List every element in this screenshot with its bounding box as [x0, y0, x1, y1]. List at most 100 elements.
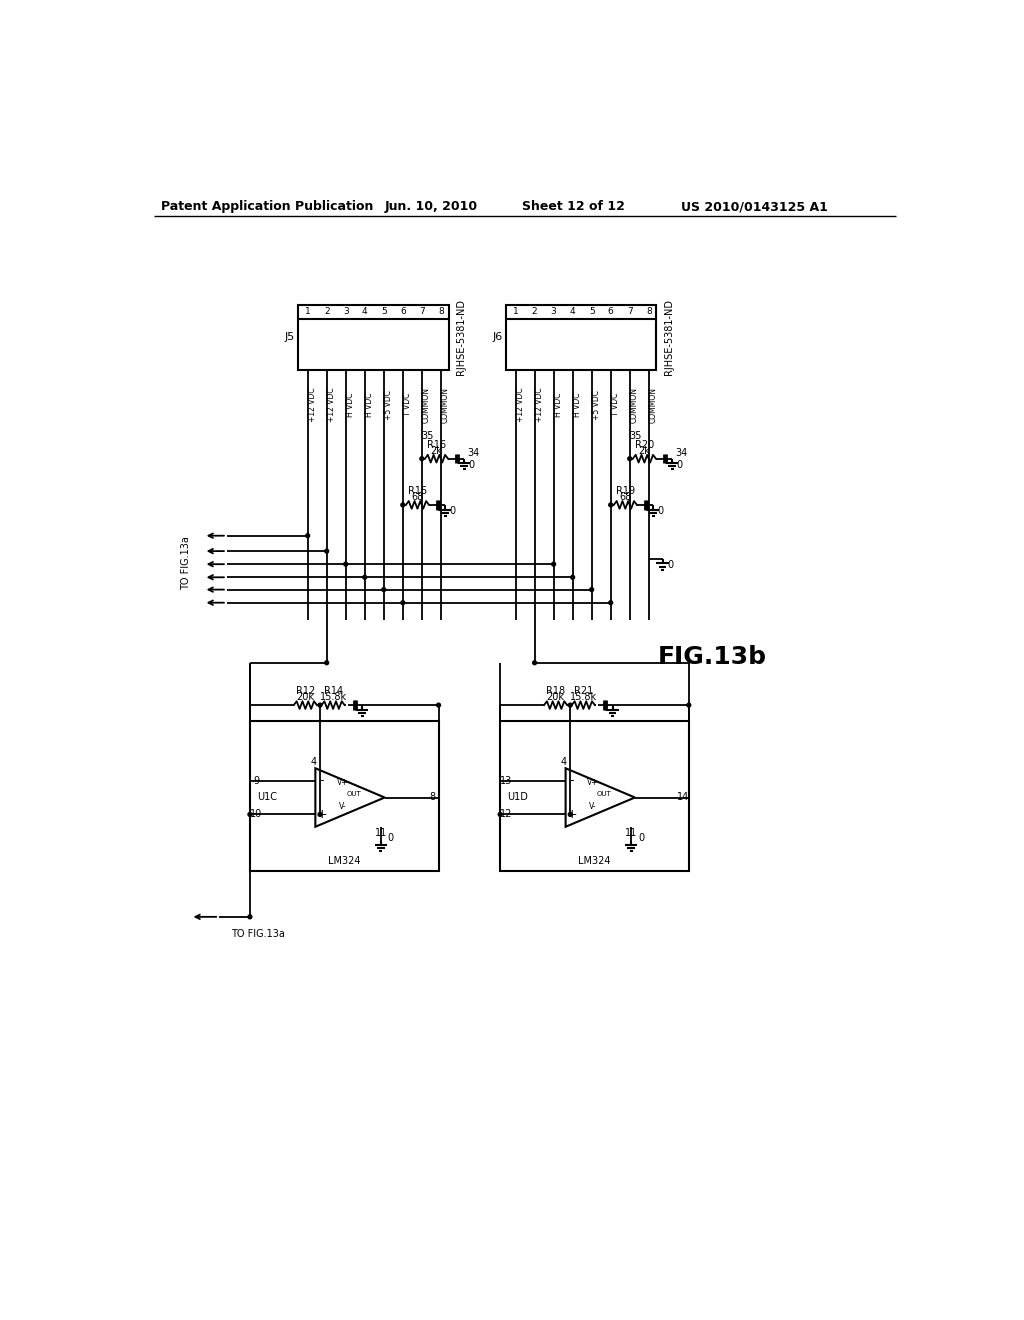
- Text: 4: 4: [569, 308, 575, 315]
- Circle shape: [609, 503, 612, 507]
- Text: TO FIG.13a: TO FIG.13a: [181, 536, 191, 590]
- Circle shape: [570, 576, 574, 579]
- Text: +5 VDC: +5 VDC: [384, 389, 393, 420]
- Text: 2: 2: [531, 308, 538, 315]
- Text: 6: 6: [400, 308, 406, 315]
- Text: 8: 8: [646, 308, 651, 315]
- Bar: [500, 721, 689, 871]
- Text: 10: 10: [250, 809, 262, 820]
- Text: T VDC: T VDC: [610, 393, 620, 417]
- Text: 68: 68: [412, 492, 424, 502]
- Text: 9: 9: [253, 776, 259, 785]
- Text: 0: 0: [469, 459, 475, 470]
- Circle shape: [532, 661, 537, 665]
- Text: 8: 8: [429, 792, 435, 803]
- Text: H VDC: H VDC: [554, 392, 562, 417]
- Text: 0: 0: [657, 506, 664, 516]
- Text: 0: 0: [388, 833, 394, 842]
- Text: 34: 34: [675, 447, 687, 458]
- Circle shape: [568, 813, 572, 816]
- Bar: [298, 305, 449, 370]
- Text: 68: 68: [620, 492, 632, 502]
- Text: US 2010/0143125 A1: US 2010/0143125 A1: [681, 201, 827, 214]
- Text: 5: 5: [381, 308, 387, 315]
- Text: R21: R21: [573, 686, 593, 696]
- Circle shape: [628, 457, 632, 461]
- Text: 12: 12: [500, 809, 512, 820]
- Circle shape: [436, 704, 440, 708]
- Text: 11: 11: [375, 828, 387, 838]
- Text: +12 VDC: +12 VDC: [515, 388, 524, 422]
- Text: 2k: 2k: [430, 446, 442, 455]
- Circle shape: [420, 457, 424, 461]
- Text: 1: 1: [513, 308, 518, 315]
- Text: 1: 1: [305, 308, 310, 315]
- Text: RJHSE-5381-ND: RJHSE-5381-ND: [664, 300, 674, 375]
- Bar: [506, 305, 656, 370]
- Text: 3: 3: [343, 308, 348, 315]
- Text: +12 VDC: +12 VDC: [535, 388, 544, 422]
- Text: V-: V-: [589, 803, 596, 812]
- Text: 15.8k: 15.8k: [569, 693, 597, 702]
- Circle shape: [318, 813, 322, 816]
- Text: 0: 0: [638, 833, 644, 842]
- Circle shape: [499, 813, 502, 816]
- Text: U1D: U1D: [507, 792, 527, 803]
- Text: V+: V+: [337, 777, 348, 787]
- Circle shape: [590, 587, 594, 591]
- Text: 0: 0: [668, 560, 674, 570]
- Circle shape: [325, 549, 329, 553]
- Text: OUT: OUT: [346, 791, 361, 797]
- Text: 0: 0: [677, 459, 683, 470]
- Text: 20k: 20k: [296, 693, 314, 702]
- Text: H VDC: H VDC: [572, 392, 582, 417]
- Circle shape: [400, 601, 404, 605]
- Circle shape: [568, 704, 572, 708]
- Text: 3: 3: [551, 308, 556, 315]
- Text: COMMON: COMMON: [649, 387, 657, 422]
- Text: +: +: [316, 808, 327, 821]
- Text: RJHSE-5381-ND: RJHSE-5381-ND: [456, 300, 466, 375]
- Text: 4: 4: [361, 308, 368, 315]
- Text: 6: 6: [608, 308, 613, 315]
- Text: 4: 4: [310, 758, 316, 767]
- Text: 5: 5: [589, 308, 595, 315]
- Text: 7: 7: [627, 308, 633, 315]
- Text: 2k: 2k: [638, 446, 650, 455]
- Text: 20k: 20k: [547, 693, 564, 702]
- Text: R19: R19: [615, 486, 635, 496]
- Text: 15.8k: 15.8k: [319, 693, 347, 702]
- Text: R20: R20: [635, 440, 654, 450]
- Text: COMMON: COMMON: [441, 387, 450, 422]
- Text: R15: R15: [408, 486, 427, 496]
- Circle shape: [325, 661, 329, 665]
- Circle shape: [248, 813, 252, 816]
- Text: LM324: LM324: [328, 857, 360, 866]
- Circle shape: [248, 915, 252, 919]
- Text: OUT: OUT: [597, 791, 611, 797]
- Text: -: -: [319, 774, 324, 787]
- Text: H VDC: H VDC: [346, 392, 354, 417]
- Text: +5 VDC: +5 VDC: [592, 389, 601, 420]
- Circle shape: [609, 601, 612, 605]
- Text: FIG.13b: FIG.13b: [657, 645, 766, 669]
- Text: 4: 4: [561, 758, 567, 767]
- Circle shape: [400, 503, 404, 507]
- Text: +12 VDC: +12 VDC: [307, 388, 316, 422]
- Text: +12 VDC: +12 VDC: [327, 388, 336, 422]
- Circle shape: [362, 576, 367, 579]
- Text: 2: 2: [324, 308, 330, 315]
- Text: R18: R18: [546, 686, 565, 696]
- Text: H VDC: H VDC: [365, 392, 374, 417]
- Text: 11: 11: [625, 828, 637, 838]
- Text: 14: 14: [677, 792, 689, 803]
- Text: 7: 7: [419, 308, 425, 315]
- Text: 0: 0: [450, 506, 456, 516]
- Text: R16: R16: [427, 440, 446, 450]
- Circle shape: [306, 533, 309, 537]
- Text: V-: V-: [339, 803, 346, 812]
- Text: Jun. 10, 2010: Jun. 10, 2010: [384, 201, 477, 214]
- Circle shape: [552, 562, 556, 566]
- Text: V+: V+: [587, 777, 598, 787]
- Text: -: -: [569, 774, 574, 787]
